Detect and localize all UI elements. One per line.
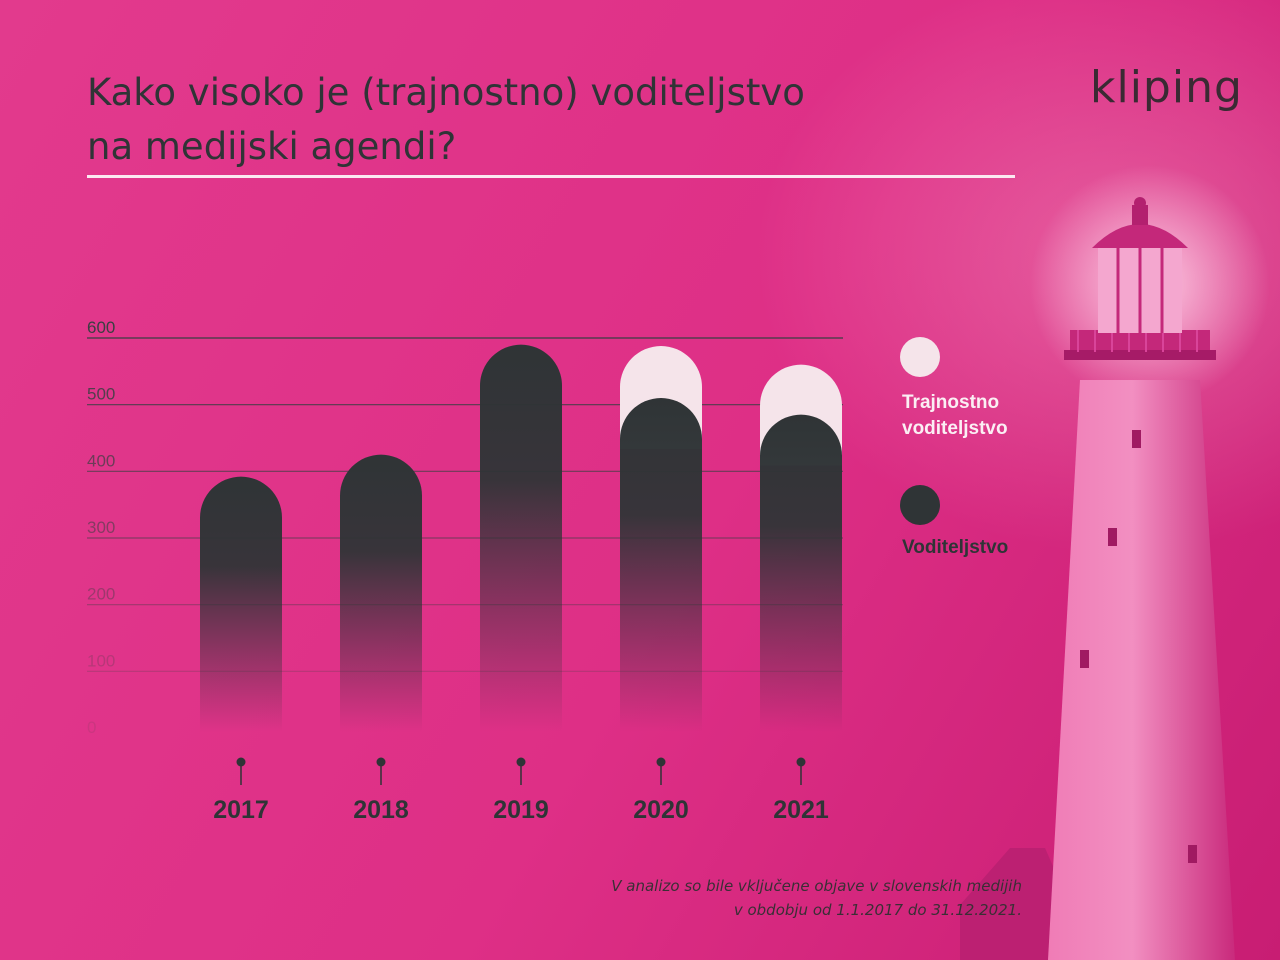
x-tick-label: 2017	[213, 796, 269, 824]
bar-voditeljstvo	[620, 398, 702, 732]
page-title: Kako visoko je (trajnostno) voditeljstvo…	[87, 66, 987, 174]
bar-voditeljstvo	[200, 476, 282, 732]
footnote-line-1: V analizo so bile vključene objave v slo…	[611, 877, 1022, 895]
y-tick-label: 100	[87, 651, 115, 670]
title-line-2: na medijski agendi?	[87, 125, 457, 168]
x-tick-dot	[516, 757, 526, 767]
legend-label: Voditeljstvo	[902, 537, 1008, 558]
footnote: V analizo so bile vključene objave v slo…	[462, 874, 1022, 922]
footnote-line-2: v obdobju od 1.1.2017 do 31.12.2021.	[733, 901, 1022, 919]
bar-voditeljstvo	[480, 344, 562, 732]
y-tick-label: 500	[87, 385, 115, 404]
x-tick-label: 2018	[353, 796, 409, 824]
bar-voditeljstvo	[340, 454, 422, 732]
legend-label-line-2: voditeljstvo	[902, 418, 1008, 439]
x-tick-label: 2021	[773, 796, 829, 824]
y-tick-label: 0	[87, 718, 96, 737]
x-tick-dot	[236, 757, 246, 767]
legend-label: Trajnostno	[902, 392, 999, 413]
brand-logo: kliping	[1090, 62, 1243, 113]
x-tick-dot	[796, 757, 806, 767]
x-tick-dot	[656, 757, 666, 767]
y-tick-label: 200	[87, 585, 115, 604]
bar-voditeljstvo	[760, 414, 842, 732]
title-divider	[87, 175, 1015, 178]
y-tick-label: 300	[87, 518, 115, 537]
x-tick-label: 2020	[633, 796, 689, 824]
x-tick-dot	[376, 757, 386, 767]
legend-swatch	[900, 485, 940, 525]
legend-swatch	[900, 337, 940, 377]
title-line-1: Kako visoko je (trajnostno) voditeljstvo	[87, 71, 805, 114]
y-tick-label: 400	[87, 451, 115, 470]
x-tick-label: 2019	[493, 796, 549, 824]
y-tick-label: 600	[87, 318, 115, 337]
